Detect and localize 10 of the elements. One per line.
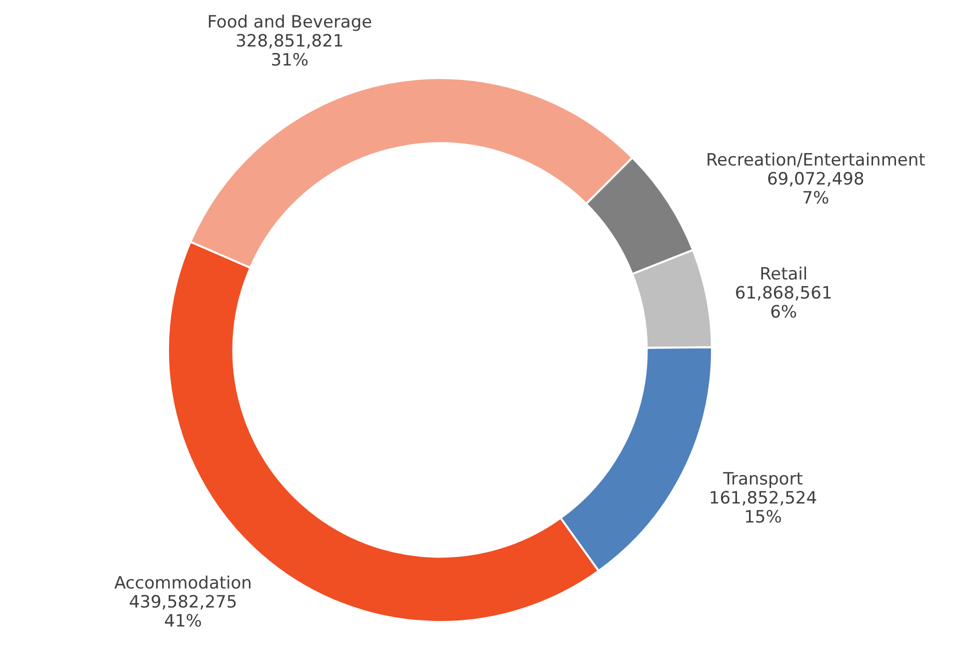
data-label: 69,072,498 7% <box>766 170 864 209</box>
slice-label: Food and Beverage <box>207 12 372 33</box>
data-label: 328,851,821 31% <box>236 32 344 71</box>
slice-label: Recreation/Entertainment <box>706 150 926 171</box>
slice-label: Transport <box>722 469 804 490</box>
data-label: 161,852,524 15% <box>708 488 818 528</box>
slice-label: Retail <box>760 264 808 284</box>
data-label: 61,868,561 6% <box>734 283 832 322</box>
slice-label: Accommodation <box>114 573 252 594</box>
data-label: 439,582,275 41% <box>128 592 238 632</box>
